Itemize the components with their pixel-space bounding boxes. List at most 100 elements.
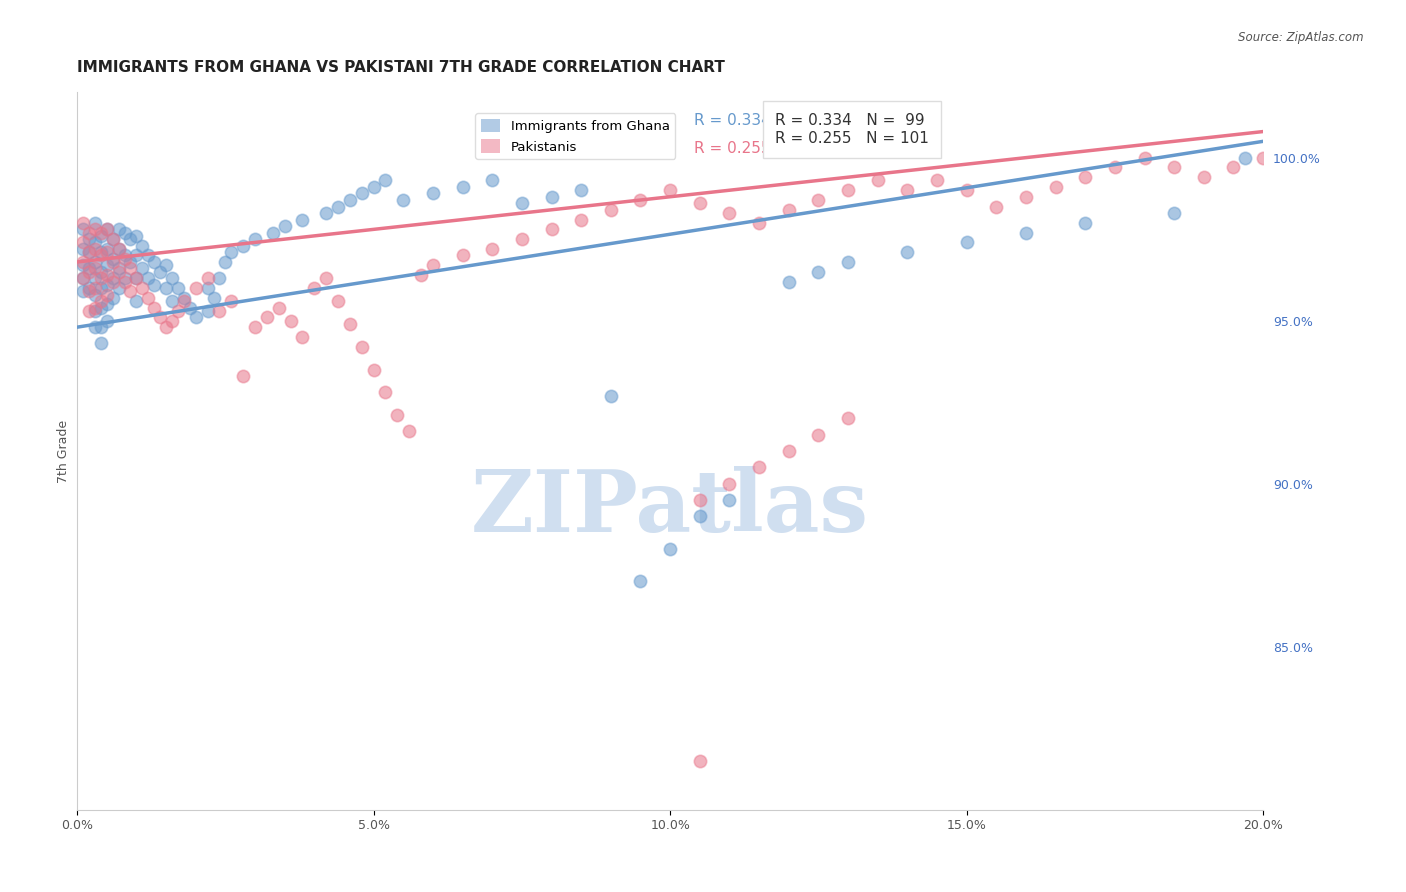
Point [155, 320, 177, 334]
Point [986, 200, 1008, 214]
Point [90, 301, 112, 315]
Text: ZIPatlas: ZIPatlas [471, 467, 869, 550]
Point [197, 304, 219, 318]
Point [72, 255, 94, 269]
Point [84, 301, 107, 315]
Point [96, 222, 118, 236]
Point [84, 216, 107, 230]
Point [107, 265, 129, 279]
Point [1074, 216, 1097, 230]
Point [659, 183, 682, 197]
Point [689, 509, 711, 524]
Point [90, 294, 112, 309]
Point [291, 330, 314, 344]
Point [173, 291, 195, 305]
Point [422, 186, 444, 201]
Point [659, 541, 682, 556]
Point [107, 242, 129, 256]
Point [125, 248, 148, 262]
Point [273, 219, 295, 233]
Point [143, 255, 166, 269]
Point [90, 228, 112, 243]
Point [173, 291, 195, 305]
Point [107, 261, 129, 276]
Point [422, 258, 444, 272]
Point [136, 248, 159, 262]
Point [72, 222, 94, 236]
Point [1400, 153, 1406, 168]
Point [107, 222, 129, 236]
Point [84, 235, 107, 250]
Point [84, 271, 107, 285]
Point [101, 232, 124, 246]
Point [807, 265, 830, 279]
Point [184, 281, 207, 295]
Point [197, 304, 219, 318]
Point [101, 275, 124, 289]
Point [866, 173, 889, 187]
Point [160, 313, 183, 327]
Point [90, 248, 112, 262]
Point [96, 313, 118, 327]
Point [84, 281, 107, 295]
Point [84, 261, 107, 276]
Point [125, 271, 148, 285]
Point [630, 574, 652, 589]
Point [160, 271, 183, 285]
Point [1251, 151, 1274, 165]
Point [221, 294, 243, 309]
Point [77, 304, 100, 318]
Point [77, 245, 100, 260]
Point [96, 287, 118, 301]
Point [243, 320, 266, 334]
Point [748, 216, 770, 230]
Point [77, 281, 100, 295]
Text: R = 0.334: R = 0.334 [693, 112, 770, 128]
Point [96, 222, 118, 236]
Point [214, 255, 236, 269]
Point [326, 200, 349, 214]
Point [96, 277, 118, 292]
Point [689, 509, 711, 524]
Point [326, 200, 349, 214]
Point [90, 320, 112, 334]
Point [90, 271, 112, 285]
Point [173, 294, 195, 309]
Point [718, 206, 741, 220]
Point [90, 245, 112, 260]
Point [101, 255, 124, 269]
Point [599, 202, 621, 217]
Point [125, 271, 148, 285]
Point [179, 301, 201, 315]
Point [197, 281, 219, 295]
Point [374, 385, 396, 400]
Point [659, 541, 682, 556]
Point [304, 281, 326, 295]
Point [718, 476, 741, 491]
Point [689, 196, 711, 211]
Point [599, 389, 621, 403]
Point [1074, 216, 1097, 230]
Point [120, 255, 142, 269]
Point [107, 242, 129, 256]
Point [120, 261, 142, 276]
Point [96, 287, 118, 301]
Point [107, 222, 129, 236]
Point [1104, 161, 1126, 175]
Point [267, 301, 290, 315]
Point [1015, 190, 1038, 204]
Point [90, 265, 112, 279]
Point [208, 304, 231, 318]
Point [291, 212, 314, 227]
Point [101, 291, 124, 305]
Point [96, 258, 118, 272]
Point [96, 277, 118, 292]
Point [96, 222, 118, 236]
Point [125, 294, 148, 309]
Point [256, 310, 278, 325]
Point [232, 369, 254, 384]
Point [481, 242, 503, 256]
Point [131, 238, 153, 252]
Point [339, 317, 361, 331]
Point [72, 235, 94, 250]
